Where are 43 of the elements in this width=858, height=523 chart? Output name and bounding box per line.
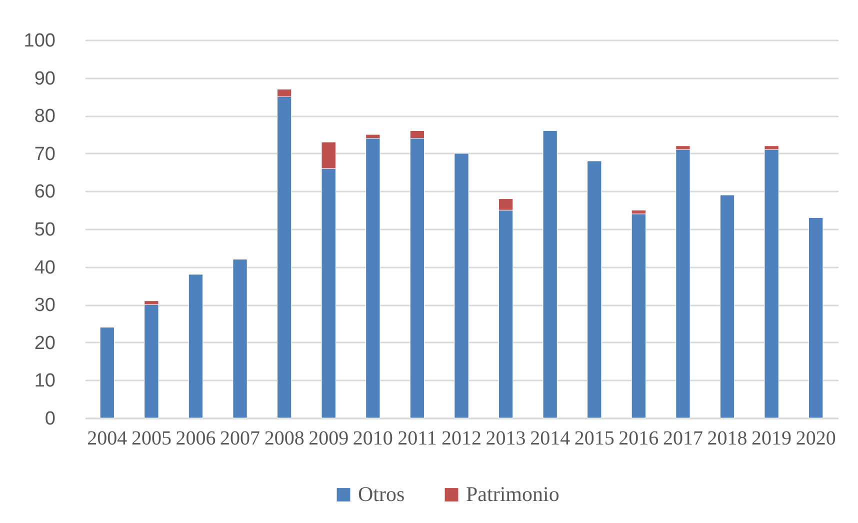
x-tick-label: 2016 — [618, 428, 659, 450]
bar — [764, 149, 779, 418]
x-tick-label: 2012 — [442, 428, 482, 450]
x-tick-label: 2015 — [574, 428, 614, 450]
bar — [144, 304, 159, 418]
x-tick-label: 2013 — [486, 428, 526, 450]
bar — [587, 160, 602, 418]
x-tick-label: 2006 — [176, 428, 216, 450]
x-tick-label: 2005 — [131, 428, 172, 450]
y-tick-label: 60 — [34, 182, 56, 203]
x-tick-label: 2004 — [87, 428, 128, 450]
x-tick-label: 2014 — [530, 428, 570, 450]
y-tick-label: 80 — [34, 106, 56, 128]
bar — [631, 214, 646, 418]
x-tick-label: 2008 — [264, 428, 304, 450]
legend-label: Otros — [358, 482, 405, 506]
y-tick-label: 40 — [34, 257, 56, 278]
y-tick-label: 50 — [34, 220, 56, 240]
y-tick-label: 70 — [34, 144, 56, 165]
x-tick-label: 2011 — [398, 428, 437, 450]
x-tick-label: 2010 — [352, 428, 393, 450]
legend-label: Patrimonio — [466, 482, 560, 506]
x-tick-label: 2017 — [662, 428, 703, 450]
bar — [676, 149, 690, 418]
bar — [100, 327, 114, 418]
bar — [232, 258, 248, 418]
y-tick-label: 20 — [34, 332, 56, 354]
y-tick-label: 0 — [44, 408, 56, 430]
bar — [188, 274, 204, 418]
bar — [454, 153, 469, 418]
x-tick-label: 2020 — [796, 428, 836, 450]
x-tick-label: 2007 — [220, 428, 260, 450]
y-tick-label: 100 — [24, 30, 56, 52]
bar — [366, 138, 380, 418]
y-tick-label: 90 — [34, 68, 56, 90]
x-tick-label: 2019 — [752, 428, 792, 450]
bar — [808, 217, 824, 418]
bar — [542, 130, 558, 418]
bar — [720, 194, 735, 418]
x-tick-label: 2018 — [707, 428, 748, 450]
x-tick-label: 2009 — [308, 428, 349, 450]
y-tick-label: 30 — [34, 295, 56, 316]
y-tick-label: 10 — [34, 370, 56, 392]
